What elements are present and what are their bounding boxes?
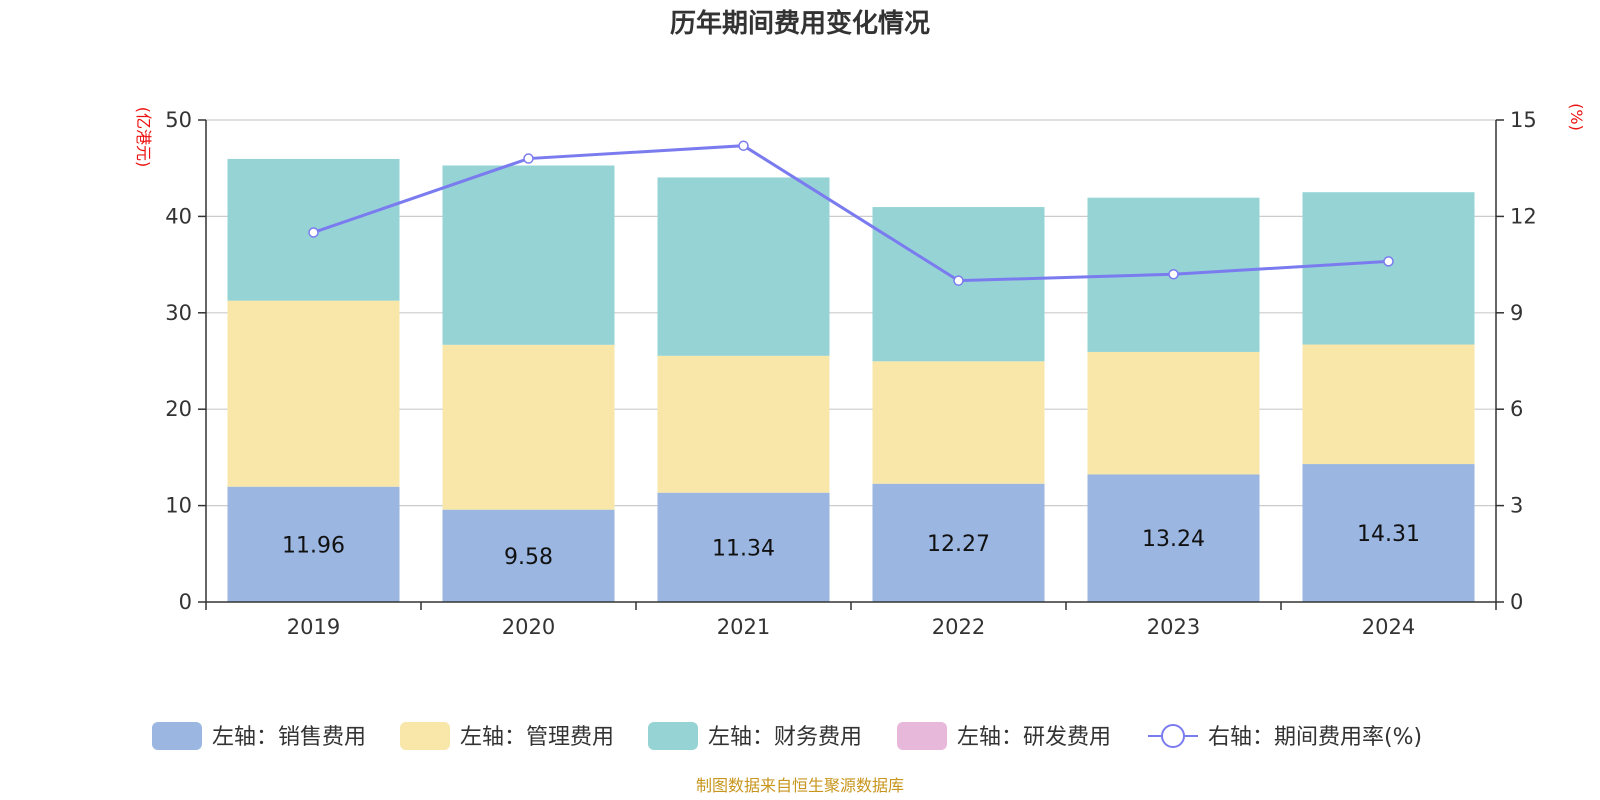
bar-layer (227, 158, 1475, 602)
bar-admin-2021 (657, 355, 830, 493)
right-axis-unit: (%) (1567, 103, 1586, 131)
legend-swatch-sales[interactable] (152, 722, 202, 750)
left-tick-label-20: 20 (165, 397, 192, 421)
bar-sales-2021 (657, 492, 830, 602)
x-tick-label-2021: 2021 (717, 615, 770, 639)
legend-swatch-admin[interactable] (400, 722, 450, 750)
data-label-2023: 13.24 (1142, 527, 1205, 552)
rate-line (313, 144, 1389, 283)
bar-sales-2022 (872, 483, 1045, 602)
bar-sales-2023 (1087, 474, 1260, 602)
data-label-2020: 9.58 (504, 545, 553, 570)
bar-sales-2020 (442, 509, 615, 602)
chart-title: 历年期间费用变化情况 (670, 8, 930, 39)
legend: 左轴：销售费用 左轴：管理费用 左轴：财务费用 左轴：研发费用 右轴：期间费用率(%) (152, 722, 1422, 750)
bar-sales-2024 (1302, 464, 1475, 602)
legend-label-admin[interactable]: 左轴：管理费用 (460, 725, 614, 750)
legend-swatch-rnd[interactable] (897, 722, 947, 750)
bar-finance-2020 (442, 165, 615, 345)
right-tick-label-3: 3 (1510, 494, 1523, 518)
legend-swatch-finance[interactable] (648, 722, 698, 750)
rate-point-2021 (738, 140, 749, 151)
x-tick-label-2024: 2024 (1362, 615, 1415, 639)
bar-admin-2024 (1302, 344, 1475, 465)
bar-admin-2020 (442, 344, 615, 510)
left-tick-label-30: 30 (165, 301, 192, 325)
x-tick-label-2019: 2019 (287, 615, 340, 639)
source-note: 制图数据来自恒生聚源数据库 (696, 776, 904, 795)
x-tick-label-2023: 2023 (1147, 615, 1200, 639)
rate-point-2022 (953, 275, 964, 286)
axes: 0 10 20 30 40 50 0 3 6 9 12 15 2019 2020 2021 2022 2023 2… (165, 108, 1536, 639)
right-tick-label-9: 9 (1510, 301, 1523, 325)
data-label-2021: 11.34 (712, 536, 775, 561)
rate-point-2019 (308, 227, 319, 238)
legend-label-finance[interactable]: 左轴：财务费用 (708, 725, 862, 750)
bar-finance-2024 (1302, 192, 1475, 345)
x-tick-label-2020: 2020 (502, 615, 555, 639)
legend-marker-swatch[interactable] (1161, 724, 1185, 748)
data-label-2022: 12.27 (927, 532, 990, 557)
data-label-2019: 11.96 (282, 533, 345, 558)
x-tick-label-2022: 2022 (932, 615, 985, 639)
left-tick-label-0: 0 (179, 590, 192, 614)
legend-label-sales[interactable]: 左轴：销售费用 (212, 725, 366, 750)
rate-line-layer (308, 140, 1394, 286)
left-tick-label-40: 40 (165, 204, 192, 228)
right-tick-label-15: 15 (1510, 108, 1537, 132)
data-label-2024: 14.31 (1357, 522, 1420, 547)
right-tick-label-0: 0 (1510, 590, 1523, 614)
rate-point-2023 (1168, 268, 1179, 280)
left-axis-unit: (亿港元) (134, 107, 153, 168)
bar-admin-2023 (1087, 351, 1260, 475)
rate-point-2024 (1383, 256, 1394, 267)
data-labels: 11.96 9.58 11.34 12.27 13.24 14.31 (282, 522, 1420, 570)
legend-label-rnd[interactable]: 左轴：研发费用 (957, 725, 1111, 750)
left-tick-label-10: 10 (165, 494, 192, 518)
bar-admin-2019 (227, 300, 400, 487)
bar-sales-2019 (227, 486, 400, 602)
grid-lines (206, 119, 1496, 507)
bar-finance-2021 (657, 177, 830, 356)
left-tick-label-50: 50 (165, 108, 192, 132)
right-tick-label-12: 12 (1510, 204, 1537, 228)
right-tick-label-6: 6 (1510, 397, 1523, 421)
bar-admin-2022 (872, 361, 1045, 484)
legend-label-rate[interactable]: 右轴：期间费用率(%) (1208, 725, 1422, 750)
rate-point-2020 (523, 153, 534, 164)
